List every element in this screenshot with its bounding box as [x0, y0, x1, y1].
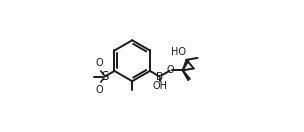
Text: O: O	[167, 65, 174, 75]
Text: HO: HO	[171, 47, 186, 57]
Text: OH: OH	[152, 81, 167, 91]
Text: O: O	[96, 58, 104, 68]
Text: B: B	[156, 72, 163, 82]
Text: S: S	[101, 70, 109, 83]
Text: O: O	[96, 85, 104, 95]
